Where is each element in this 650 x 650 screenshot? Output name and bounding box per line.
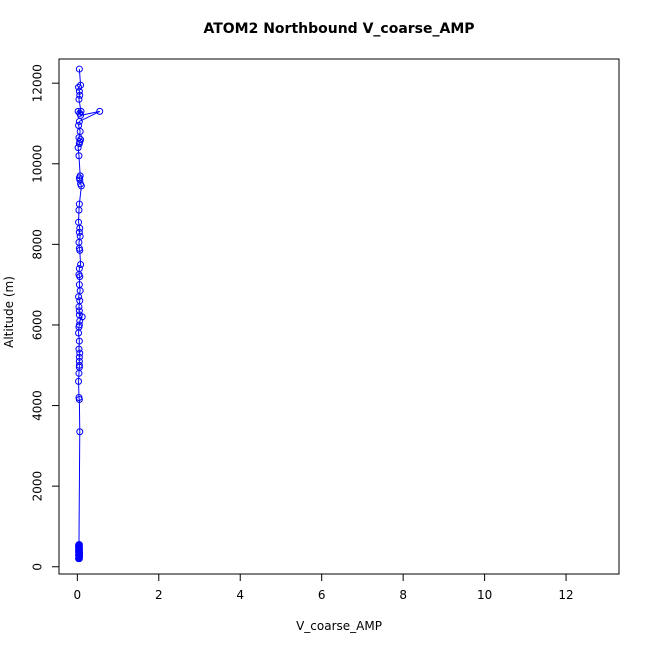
series-segment <box>78 274 81 277</box>
series-segment <box>78 296 81 301</box>
y-tick-label: 2000 <box>31 471 45 502</box>
x-tick-label: 2 <box>155 588 163 602</box>
data-point <box>75 541 83 549</box>
series-segment <box>78 332 80 342</box>
data-point <box>75 345 83 353</box>
x-axis-label: V_coarse_AMP <box>296 619 382 633</box>
data-point <box>75 293 83 301</box>
data-point <box>75 87 83 95</box>
y-tick-label: 8000 <box>31 229 45 260</box>
data-point <box>75 377 83 385</box>
x-axis: 0 2 4 6 8 10 12 <box>74 573 574 602</box>
data-point <box>75 361 83 369</box>
series-segment <box>77 147 80 156</box>
data-point <box>77 182 85 190</box>
y-tick-label: 6000 <box>31 310 45 341</box>
data-point <box>76 349 84 357</box>
data-point <box>75 369 83 377</box>
data-point <box>75 303 83 311</box>
data-point <box>75 307 83 315</box>
series-segment <box>78 431 81 545</box>
series-segment <box>79 110 100 122</box>
y-tick-label: 0 <box>31 563 45 571</box>
y-tick-label: 4000 <box>31 390 45 421</box>
data-point <box>76 246 84 254</box>
series-segment <box>78 264 82 269</box>
data-point <box>76 224 84 232</box>
data-point <box>75 337 83 345</box>
data-point <box>75 95 83 103</box>
data-point <box>96 107 104 115</box>
data-point <box>75 117 83 125</box>
chart-title: ATOM2 Northbound V_coarse_AMP <box>203 21 474 37</box>
data-point <box>75 228 83 236</box>
series-points <box>74 65 104 563</box>
data-point <box>75 396 83 404</box>
data-point <box>75 140 83 148</box>
y-tick-label: 12000 <box>31 64 45 102</box>
y-axis-label: Altitude (m) <box>2 276 16 348</box>
data-point <box>76 91 84 99</box>
data-point <box>77 261 85 269</box>
y-axis: 0 2000 4000 6000 8000 10000 12000 <box>31 64 60 571</box>
x-tick-label: 0 <box>74 588 82 602</box>
x-tick-label: 6 <box>318 588 326 602</box>
x-tick-label: 4 <box>236 588 244 602</box>
data-point <box>75 152 83 160</box>
data-point <box>76 428 84 436</box>
data-point <box>75 83 83 91</box>
plot-frame <box>58 58 620 575</box>
series-segment <box>79 316 83 322</box>
y-tick-label: 10000 <box>31 145 45 183</box>
x-tick-label: 12 <box>558 588 573 602</box>
data-point <box>75 353 83 361</box>
data-point <box>75 65 83 73</box>
x-tick-label: 10 <box>477 588 492 602</box>
data-point <box>75 206 83 214</box>
series-segment <box>79 250 82 265</box>
data-point <box>76 273 84 281</box>
x-tick-label: 8 <box>399 588 407 602</box>
data-point <box>75 329 83 337</box>
data-point <box>74 144 82 152</box>
series-segment <box>78 84 81 88</box>
series-segment <box>80 183 82 187</box>
